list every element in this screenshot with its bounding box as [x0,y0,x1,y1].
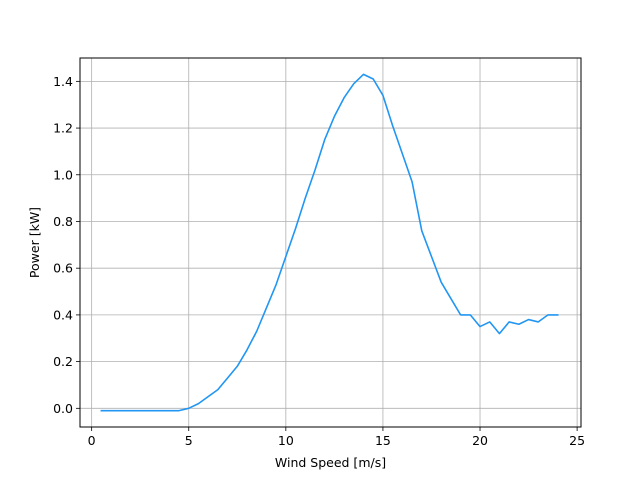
plot-frame [79,57,582,428]
x-tick-label: 15 [375,433,391,448]
y-tick-label: 0.4 [53,307,73,322]
x-axis-label: Wind Speed [m/s] [275,455,386,470]
y-tick-label: 1.4 [53,74,73,89]
x-tick-label: 10 [278,433,294,448]
x-tick-label: 20 [472,433,488,448]
series-layer [100,73,559,412]
y-tick-label: 0.6 [53,261,73,276]
x-tick-label: 25 [569,433,585,448]
x-axis-ticks: 0 5 10 15 20 25 [88,427,585,448]
y-tick-label: 0.8 [53,214,73,229]
y-axis-label: Power [kW] [27,207,42,278]
power-curve-line [100,73,559,412]
y-tick-label: 1.0 [53,167,73,182]
y-axis-ticks: 0.0 0.2 0.4 0.6 0.8 1.0 1.2 1.4 [53,74,80,416]
y-tick-label: 0.0 [53,401,73,416]
y-tick-label: 0.2 [53,354,73,369]
x-tick-label: 5 [185,433,193,448]
y-tick-label: 1.2 [53,121,73,136]
grid-lines [80,58,581,427]
x-tick-label: 0 [88,433,96,448]
